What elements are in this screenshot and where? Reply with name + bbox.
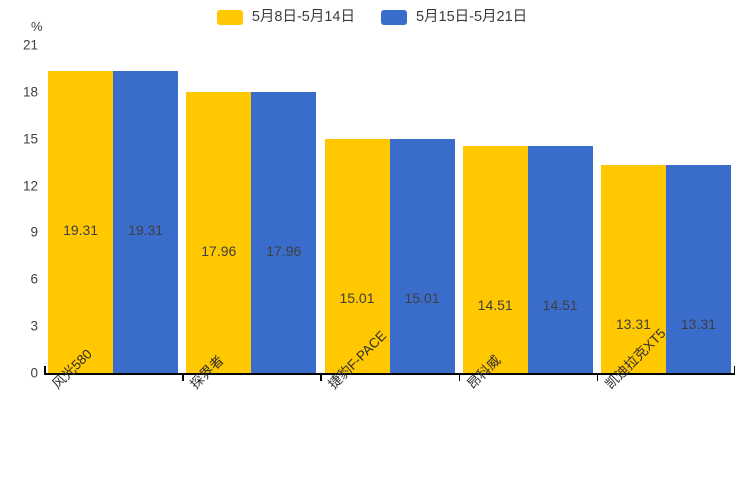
bar-group: 13.31 13.31 <box>597 45 735 373</box>
bar-1-3[interactable]: 14.51 <box>527 146 593 373</box>
legend-label-series-0: 5月8日-5月14日 <box>251 8 355 25</box>
y-axis-tick-3: 3 <box>30 318 38 334</box>
chart-legend: 5月8日-5月14日 5月15日-5月21日 <box>0 7 744 27</box>
y-axis-tick-labels: 21 18 15 12 9 6 3 0 <box>0 0 38 496</box>
bar-pair: 17.96 17.96 <box>186 45 317 373</box>
bar-value-label: 15.01 <box>339 289 375 306</box>
legend-swatch-series-1 <box>380 9 407 25</box>
y-axis-tick-0: 0 <box>30 365 38 381</box>
y-axis-tick-18: 18 <box>22 84 38 100</box>
bar-value-label: 13.31 <box>615 316 651 333</box>
y-axis-tick-21: 21 <box>22 37 38 53</box>
legend-label-series-1: 5月15日-5月21日 <box>415 8 528 25</box>
bar-value-label: 19.31 <box>128 222 164 239</box>
bar-pair: 13.31 13.31 <box>600 45 731 373</box>
bar-value-label: 13.31 <box>680 316 716 333</box>
y-axis-unit-label: % <box>31 19 43 34</box>
y-axis-tick-9: 9 <box>30 224 38 240</box>
bar-pair: 15.01 15.01 <box>324 45 455 373</box>
bar-0-0[interactable]: 19.31 <box>48 71 114 373</box>
x-axis-tick <box>596 373 599 381</box>
x-axis-tick <box>320 373 322 381</box>
bar-value-label: 15.01 <box>404 289 440 306</box>
y-axis-tick-12: 12 <box>22 177 38 193</box>
bar-0-4[interactable]: 13.31 <box>600 165 666 373</box>
bar-group: 15.01 15.01 <box>320 45 458 373</box>
legend-swatch-series-0 <box>216 9 243 25</box>
plot-area: 19.31 19.31 17.96 17.96 15.01 15.01 14.51 14.51… <box>44 45 735 373</box>
x-axis-line <box>44 373 735 375</box>
legend-item-series-1[interactable]: 5月15日-5月21日 <box>380 8 528 25</box>
bar-1-4[interactable]: 13.31 <box>665 165 731 373</box>
bar-value-label: 14.51 <box>477 297 513 314</box>
bar-value-label: 19.31 <box>63 222 99 239</box>
bar-group: 17.96 17.96 <box>182 45 320 373</box>
bar-value-label: 14.51 <box>542 297 578 314</box>
x-axis-tick <box>458 373 461 381</box>
x-axis-cap-right <box>733 366 735 374</box>
bar-group: 14.51 14.51 <box>459 45 597 373</box>
bar-1-0[interactable]: 19.31 <box>113 71 179 373</box>
bar-group: 19.31 19.31 <box>44 45 182 373</box>
bar-1-1[interactable]: 17.96 <box>251 92 317 373</box>
x-axis-tick <box>182 373 184 381</box>
x-axis-cap-left <box>44 366 46 374</box>
bar-pair: 19.31 19.31 <box>48 45 179 373</box>
bar-1-2[interactable]: 15.01 <box>389 138 455 373</box>
bar-pair: 14.51 14.51 <box>462 45 593 373</box>
bar-value-label: 17.96 <box>201 243 237 260</box>
y-axis-tick-6: 6 <box>30 271 38 287</box>
legend-item-series-0[interactable]: 5月8日-5月14日 <box>216 8 355 25</box>
bar-0-1[interactable]: 17.96 <box>186 92 252 373</box>
y-axis-tick-15: 15 <box>22 130 38 146</box>
bar-0-3[interactable]: 14.51 <box>462 146 528 373</box>
bar-0-2[interactable]: 15.01 <box>324 138 390 373</box>
bar-value-label: 17.96 <box>266 243 302 260</box>
